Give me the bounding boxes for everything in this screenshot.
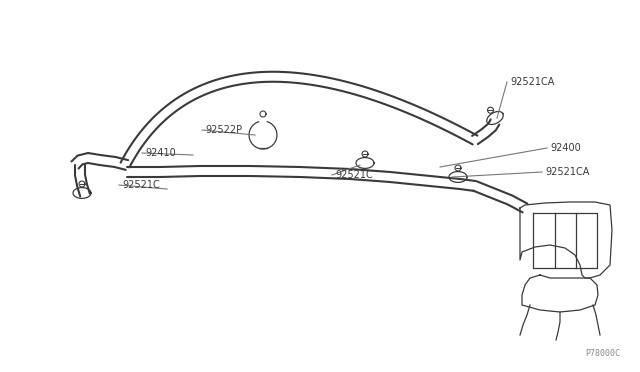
Text: 92522P: 92522P bbox=[205, 125, 242, 135]
Text: 92410: 92410 bbox=[145, 148, 176, 158]
Text: 92521CA: 92521CA bbox=[545, 167, 589, 177]
Text: 92521CA: 92521CA bbox=[510, 77, 554, 87]
Text: 92521C: 92521C bbox=[122, 180, 160, 190]
Text: P78000C: P78000C bbox=[585, 349, 620, 358]
Text: 92400: 92400 bbox=[550, 143, 580, 153]
Text: 92521C: 92521C bbox=[335, 170, 372, 180]
